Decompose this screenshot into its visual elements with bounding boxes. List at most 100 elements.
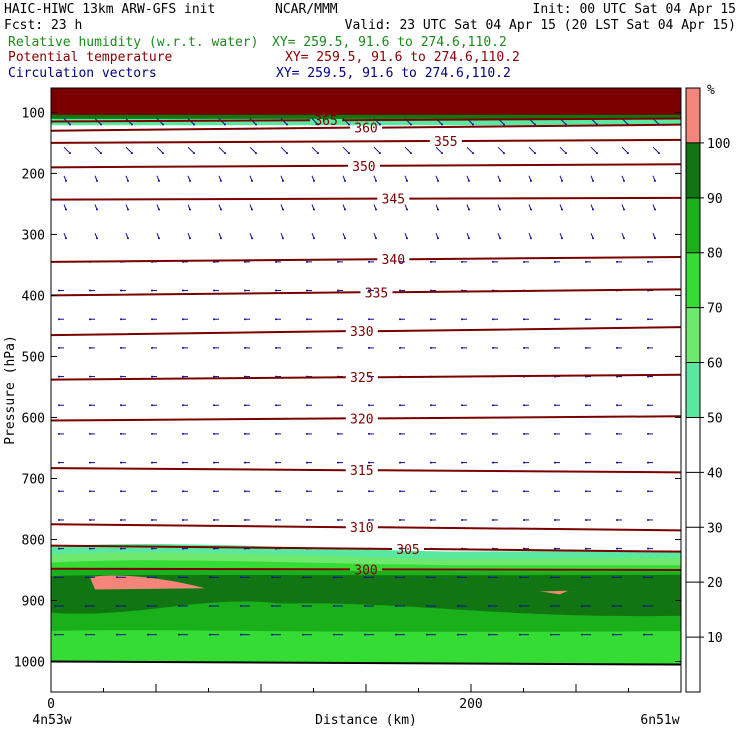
wind-vector-head: [282, 179, 284, 182]
wind-vector-head: [178, 604, 180, 607]
wind-vector: [652, 233, 656, 240]
wind-vector-head: [534, 123, 536, 126]
wind-vector: [275, 318, 281, 321]
wind-vector-head: [151, 518, 153, 521]
rh-field-label: Relative humidity (w.r.t. water): [8, 35, 258, 50]
wind-vector: [581, 633, 591, 636]
wind-vector-shaft: [94, 146, 102, 154]
wind-vector: [187, 175, 191, 182]
theta-contour-label: 305: [396, 543, 419, 558]
wind-vector-head: [616, 461, 618, 464]
wind-vector-head: [550, 576, 552, 579]
wind-vector: [373, 233, 377, 240]
wind-vector: [616, 518, 622, 521]
wind-vector-head: [151, 346, 153, 349]
wind-vector-head: [519, 633, 521, 636]
wind-vector: [244, 260, 250, 263]
wind-vector: [399, 490, 405, 493]
wind-vector: [302, 576, 312, 579]
wind-vector-head: [368, 346, 370, 349]
wind-vector-head: [251, 237, 253, 240]
wind-vector-head: [275, 490, 277, 493]
wind-vector-head: [116, 604, 118, 607]
wind-vector-head: [89, 375, 91, 378]
wind-vector-head: [127, 237, 129, 240]
wind-vector-head: [275, 318, 277, 321]
wind-vector-head: [89, 490, 91, 493]
wind-vector-head: [120, 346, 122, 349]
wind-vector-head: [89, 461, 91, 464]
wind-vector-head: [69, 123, 71, 126]
wind-vector: [120, 346, 126, 349]
wind-vector-head: [499, 237, 501, 240]
wind-vector-head: [561, 179, 563, 182]
wind-vector: [58, 490, 64, 493]
wind-vector: [151, 490, 157, 493]
wind-vector: [63, 233, 67, 240]
wind-vector: [368, 260, 374, 263]
wind-vector: [213, 375, 219, 378]
wind-vector-head: [306, 346, 308, 349]
wind-vector: [364, 576, 374, 579]
wind-vector-head: [306, 260, 308, 263]
wind-vector: [590, 233, 594, 240]
wind-vector-head: [120, 375, 122, 378]
wind-vector-head: [54, 576, 56, 579]
wind-vector: [89, 404, 95, 407]
theta-contour-line: [50, 196, 682, 201]
wind-vector-head: [333, 604, 335, 607]
wind-vector: [311, 175, 315, 182]
wind-vector: [590, 204, 594, 211]
wind-vector-head: [127, 208, 129, 211]
wind-vector-head: [523, 461, 525, 464]
axes: 100 200 300 400 500 600 700 800 900 1000 0 200: [14, 106, 682, 712]
colorbar-tick-label: 50: [707, 411, 723, 426]
colorbar-segment: [686, 362, 700, 418]
wind-vector: [120, 289, 126, 292]
wind-vector: [182, 461, 188, 464]
wind-vector: [244, 432, 250, 435]
wind-vector: [218, 204, 222, 211]
rh-colorbar: 10 20 30 40 50 60 70 80 90 100: [685, 87, 730, 693]
wind-vector: [488, 633, 498, 636]
wind-vector-head: [375, 208, 377, 211]
wind-vector-head: [344, 237, 346, 240]
wind-vector-head: [647, 346, 649, 349]
wind-vector: [151, 289, 157, 292]
wind-vector-head: [271, 576, 273, 579]
wind-vector-head: [213, 289, 215, 292]
wind-vector-head: [399, 260, 401, 263]
wind-vector-head: [89, 518, 91, 521]
wind-vector-head: [89, 432, 91, 435]
wind-vector-head: [368, 318, 370, 321]
wind-vector-head: [306, 461, 308, 464]
wind-vector-head: [302, 604, 304, 607]
wind-vector: [466, 146, 474, 155]
wind-vector: [213, 289, 219, 292]
colorbar-tick-label: 10: [707, 631, 723, 646]
wind-vector: [58, 461, 64, 464]
wind-vector-head: [224, 123, 226, 126]
wind-vector: [368, 432, 374, 435]
wind-vector-shaft: [590, 146, 598, 154]
wind-vector-head: [182, 346, 184, 349]
wind-vector-head: [131, 123, 133, 126]
wind-vector-head: [58, 404, 60, 407]
wind-vector: [621, 204, 625, 211]
wind-vector-head: [213, 404, 215, 407]
theta-contour-line: [50, 523, 682, 532]
wind-vector-head: [492, 461, 494, 464]
wind-vector: [492, 318, 498, 321]
wind-vector-head: [647, 490, 649, 493]
wind-vector: [559, 146, 567, 155]
wind-vector: [209, 576, 219, 579]
wind-vector: [585, 518, 591, 521]
wind-vector: [337, 318, 343, 321]
wind-vector: [643, 604, 653, 607]
wind-vector: [647, 432, 653, 435]
wind-vector: [399, 260, 405, 263]
wind-vector-head: [244, 518, 246, 521]
wind-vector-head: [623, 237, 625, 240]
wind-vector-shaft: [621, 146, 629, 154]
wind-vector: [647, 346, 653, 349]
